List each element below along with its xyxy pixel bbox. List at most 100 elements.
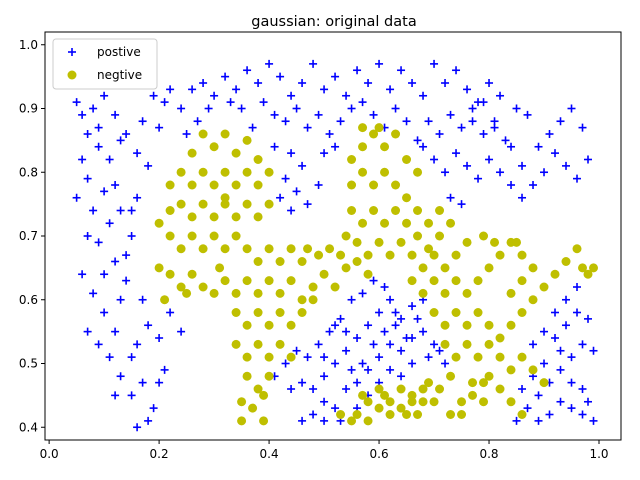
positive-point — [534, 142, 543, 151]
positive-point — [584, 314, 593, 323]
negative-point — [402, 193, 412, 203]
negative-point — [209, 142, 219, 152]
positive-point — [353, 378, 362, 387]
positive-point — [452, 66, 461, 75]
positive-point — [540, 327, 549, 336]
positive-point — [100, 187, 109, 196]
negative-point — [506, 397, 516, 407]
legend-frame — [52, 38, 158, 90]
negative-point — [242, 135, 252, 145]
negative-point — [572, 244, 582, 254]
negative-point — [231, 180, 241, 190]
negative-point — [176, 282, 186, 292]
negative-point — [495, 352, 505, 362]
negative-point — [165, 180, 175, 190]
negative-point — [418, 288, 428, 298]
positive-point — [402, 334, 411, 342]
negative-point — [396, 384, 406, 394]
positive-point — [397, 346, 406, 355]
positive-point — [331, 359, 340, 368]
negative-point — [578, 263, 588, 273]
negative-point — [198, 244, 208, 254]
negative-point — [363, 250, 373, 260]
negative-point — [369, 180, 379, 190]
positive-point — [160, 365, 169, 374]
negative-point — [220, 199, 230, 209]
positive-point — [320, 372, 329, 381]
positive-point — [303, 123, 312, 132]
positive-point — [127, 353, 136, 362]
positive-point — [309, 385, 318, 393]
positive-point — [166, 85, 175, 94]
negative-point — [479, 231, 489, 241]
positive-point — [149, 91, 158, 100]
positive-point — [105, 155, 114, 164]
positive-point — [551, 308, 560, 317]
y-tick-label: 0.8 — [19, 165, 38, 179]
positive-point — [430, 340, 439, 349]
positive-point — [375, 353, 384, 362]
positive-point — [331, 142, 340, 151]
negative-point — [451, 276, 461, 286]
legend-plus-marker — [68, 48, 76, 56]
negative-point — [418, 397, 428, 407]
negative-point — [358, 123, 368, 133]
negative-point — [484, 320, 494, 330]
positive-point — [133, 340, 142, 349]
negative-point — [253, 212, 263, 222]
negative-point — [176, 199, 186, 209]
positive-point — [122, 251, 131, 260]
positive-point — [386, 340, 395, 349]
negative-point — [264, 244, 274, 254]
negative-point — [259, 390, 269, 400]
positive-point — [72, 193, 81, 202]
positive-point — [182, 130, 191, 138]
positive-point — [72, 98, 81, 107]
chart-title: gaussian: original data — [251, 14, 416, 30]
positive-point — [347, 295, 356, 304]
positive-point — [116, 372, 125, 381]
x-axis: 0.0 0.2 0.4 0.6 0.8 1.0 — [40, 440, 609, 461]
negative-point — [187, 212, 197, 222]
negative-point — [429, 276, 439, 286]
x-tick-label: 1.0 — [589, 447, 608, 461]
positive-point — [342, 385, 351, 393]
positive-point — [589, 416, 598, 425]
negative-point — [374, 384, 384, 394]
positive-point — [287, 206, 296, 215]
positive-point — [523, 404, 532, 413]
negative-point — [165, 231, 175, 241]
negative-point — [484, 263, 494, 273]
negative-point — [374, 237, 384, 247]
positive-point — [540, 359, 549, 368]
positive-point — [160, 98, 169, 107]
x-tick-label: 0.0 — [40, 447, 59, 461]
positive-point — [364, 79, 373, 87]
negative-point — [517, 410, 527, 419]
negative-point — [490, 237, 500, 247]
negative-point — [352, 237, 362, 247]
negative-point — [407, 276, 417, 286]
negative-point — [363, 269, 373, 279]
positive-point — [567, 353, 576, 362]
positive-point — [89, 206, 98, 215]
positive-point — [144, 161, 153, 170]
x-tick-label: 0.4 — [260, 447, 279, 461]
positive-point — [386, 295, 395, 304]
positive-point — [336, 117, 345, 126]
negative-point — [314, 250, 324, 260]
negative-point — [407, 250, 417, 260]
positive-point — [270, 110, 279, 119]
positive-point — [573, 308, 582, 317]
positive-point — [116, 136, 125, 145]
negative-point — [429, 397, 439, 407]
positive-point — [78, 270, 87, 279]
positive-point — [287, 385, 296, 393]
positive-point — [468, 117, 477, 126]
positive-point — [479, 98, 488, 107]
negative-point — [418, 384, 428, 394]
negative-point — [231, 339, 241, 349]
positive-point — [578, 385, 587, 393]
positive-point — [578, 123, 587, 132]
positive-point — [358, 289, 367, 298]
